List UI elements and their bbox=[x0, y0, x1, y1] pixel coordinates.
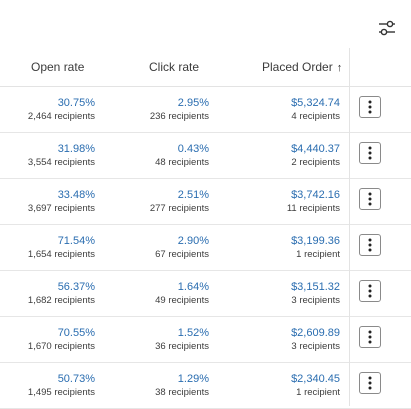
click-rate-recipients: 36 recipients bbox=[155, 341, 209, 352]
placed-order-cell: $2,609.89 3 recipients bbox=[291, 326, 340, 353]
click-rate-cell: 2.90% 67 recipients bbox=[155, 234, 209, 261]
placed-order-cell: $3,151.32 3 recipients bbox=[291, 280, 340, 307]
open-rate-recipients: 2,464 recipients bbox=[27, 111, 95, 122]
click-rate-cell: 1.64% 49 recipients bbox=[155, 280, 209, 307]
open-rate-cell: 30.75% 2,464 recipients bbox=[28, 96, 95, 123]
table-row: 71.54% 1,654 recipients 2.90% 67 recipie… bbox=[0, 225, 411, 271]
click-rate-value[interactable]: 2.90% bbox=[177, 235, 209, 247]
placed-order-cell: $2,340.45 1 recipient bbox=[291, 372, 340, 399]
placed-order-cell: $5,324.74 4 recipients bbox=[291, 96, 340, 123]
click-rate-value[interactable]: 0.43% bbox=[177, 143, 209, 155]
more-vertical-icon bbox=[368, 100, 372, 114]
placed-order-recipients: 2 recipients bbox=[291, 157, 340, 168]
open-rate-recipients: 1,495 recipients bbox=[27, 387, 95, 398]
placed-order-recipients: 1 recipient bbox=[296, 387, 340, 398]
table-row: 30.75% 2,464 recipients 2.95% 236 recipi… bbox=[0, 87, 411, 133]
placed-order-recipients: 11 recipients bbox=[286, 203, 340, 214]
row-actions-button[interactable] bbox=[359, 96, 381, 118]
click-rate-value[interactable]: 1.52% bbox=[177, 327, 209, 339]
open-rate-recipients: 1,682 recipients bbox=[27, 295, 95, 306]
click-rate-value[interactable]: 1.64% bbox=[177, 281, 209, 293]
click-rate-recipients: 67 recipients bbox=[155, 249, 209, 260]
click-rate-cell: 1.52% 36 recipients bbox=[155, 326, 209, 353]
more-vertical-icon bbox=[368, 376, 372, 390]
column-divider bbox=[349, 48, 350, 406]
more-vertical-icon bbox=[368, 192, 372, 206]
more-vertical-icon bbox=[368, 238, 372, 252]
open-rate-value[interactable]: 50.73% bbox=[57, 373, 95, 385]
column-header-placed-order-label: Placed Order bbox=[262, 60, 333, 74]
row-actions-button[interactable] bbox=[359, 188, 381, 210]
open-rate-recipients: 1,654 recipients bbox=[27, 249, 95, 260]
click-rate-recipients: 48 recipients bbox=[155, 157, 209, 168]
placed-order-cell: $4,440.37 2 recipients bbox=[291, 142, 340, 169]
placed-order-value[interactable]: $3,199.36 bbox=[291, 235, 340, 247]
table-row: 70.55% 1,670 recipients 1.52% 36 recipie… bbox=[0, 317, 411, 363]
open-rate-cell: 33.48% 3,697 recipients bbox=[28, 188, 95, 215]
placed-order-recipients: 4 recipients bbox=[291, 111, 340, 122]
placed-order-cell: $3,199.36 1 recipient bbox=[291, 234, 340, 261]
table-row: 31.98% 3,554 recipients 0.43% 48 recipie… bbox=[0, 133, 411, 179]
open-rate-cell: 70.55% 1,670 recipients bbox=[28, 326, 95, 353]
open-rate-cell: 50.73% 1,495 recipients bbox=[28, 372, 95, 399]
open-rate-cell: 31.98% 3,554 recipients bbox=[28, 142, 95, 169]
click-rate-cell: 1.29% 38 recipients bbox=[155, 372, 209, 399]
arrow-up-icon: ↑ bbox=[336, 62, 343, 74]
filter-sliders-icon[interactable] bbox=[377, 18, 397, 38]
open-rate-value[interactable]: 70.55% bbox=[57, 327, 95, 339]
more-vertical-icon bbox=[368, 284, 372, 298]
row-actions-button[interactable] bbox=[359, 326, 381, 348]
toolbar bbox=[0, 0, 411, 48]
click-rate-recipients: 277 recipients bbox=[149, 203, 209, 214]
open-rate-recipients: 3,697 recipients bbox=[27, 203, 95, 214]
open-rate-value[interactable]: 31.98% bbox=[57, 143, 95, 155]
placed-order-value[interactable]: $2,609.89 bbox=[291, 327, 340, 339]
click-rate-cell: 2.95% 236 recipients bbox=[150, 96, 209, 123]
open-rate-cell: 56.37% 1,682 recipients bbox=[28, 280, 95, 307]
click-rate-recipients: 38 recipients bbox=[155, 387, 209, 398]
open-rate-recipients: 3,554 recipients bbox=[27, 157, 95, 168]
click-rate-value[interactable]: 2.51% bbox=[177, 189, 209, 201]
open-rate-value[interactable]: 56.37% bbox=[57, 281, 95, 293]
more-vertical-icon bbox=[368, 330, 372, 344]
table-row: 50.73% 1,495 recipients 1.29% 38 recipie… bbox=[0, 363, 411, 409]
click-rate-value[interactable]: 1.29% bbox=[177, 373, 209, 385]
click-rate-cell: 2.51% 277 recipients bbox=[150, 188, 209, 215]
placed-order-value[interactable]: $4,440.37 bbox=[291, 143, 340, 155]
row-actions-button[interactable] bbox=[359, 280, 381, 302]
open-rate-cell: 71.54% 1,654 recipients bbox=[28, 234, 95, 261]
placed-order-value[interactable]: $3,151.32 bbox=[291, 281, 340, 293]
row-actions-button[interactable] bbox=[359, 234, 381, 256]
row-actions-button[interactable] bbox=[359, 142, 381, 164]
click-rate-cell: 0.43% 48 recipients bbox=[155, 142, 209, 169]
campaign-table: Open rate Click rate Placed Order ↑ 30.75… bbox=[0, 48, 411, 409]
table-row: 56.37% 1,682 recipients 1.64% 49 recipie… bbox=[0, 271, 411, 317]
table-body: 30.75% 2,464 recipients 2.95% 236 recipi… bbox=[0, 87, 411, 409]
placed-order-recipients: 3 recipients bbox=[291, 341, 340, 352]
placed-order-recipients: 1 recipient bbox=[296, 249, 340, 260]
placed-order-value[interactable]: $2,340.45 bbox=[291, 373, 340, 385]
open-rate-recipients: 1,670 recipients bbox=[27, 341, 95, 352]
table-header: Open rate Click rate Placed Order ↑ bbox=[0, 48, 411, 87]
open-rate-value[interactable]: 33.48% bbox=[57, 189, 95, 201]
open-rate-value[interactable]: 71.54% bbox=[57, 235, 95, 247]
placed-order-value[interactable]: $3,742.16 bbox=[291, 189, 340, 201]
click-rate-value[interactable]: 2.95% bbox=[177, 97, 209, 109]
column-header-open-rate[interactable]: Open rate bbox=[31, 60, 85, 74]
table-row: 33.48% 3,697 recipients 2.51% 277 recipi… bbox=[0, 179, 411, 225]
column-header-placed-order[interactable]: Placed Order ↑ bbox=[262, 48, 342, 87]
row-actions-button[interactable] bbox=[359, 372, 381, 394]
more-vertical-icon bbox=[368, 146, 372, 160]
click-rate-recipients: 49 recipients bbox=[155, 295, 209, 306]
placed-order-value[interactable]: $5,324.74 bbox=[291, 97, 340, 109]
placed-order-cell: $3,742.16 11 recipients bbox=[287, 188, 340, 215]
column-header-click-rate[interactable]: Click rate bbox=[149, 60, 200, 74]
placed-order-recipients: 3 recipients bbox=[291, 295, 340, 306]
open-rate-value[interactable]: 30.75% bbox=[57, 97, 95, 109]
click-rate-recipients: 236 recipients bbox=[149, 111, 209, 122]
